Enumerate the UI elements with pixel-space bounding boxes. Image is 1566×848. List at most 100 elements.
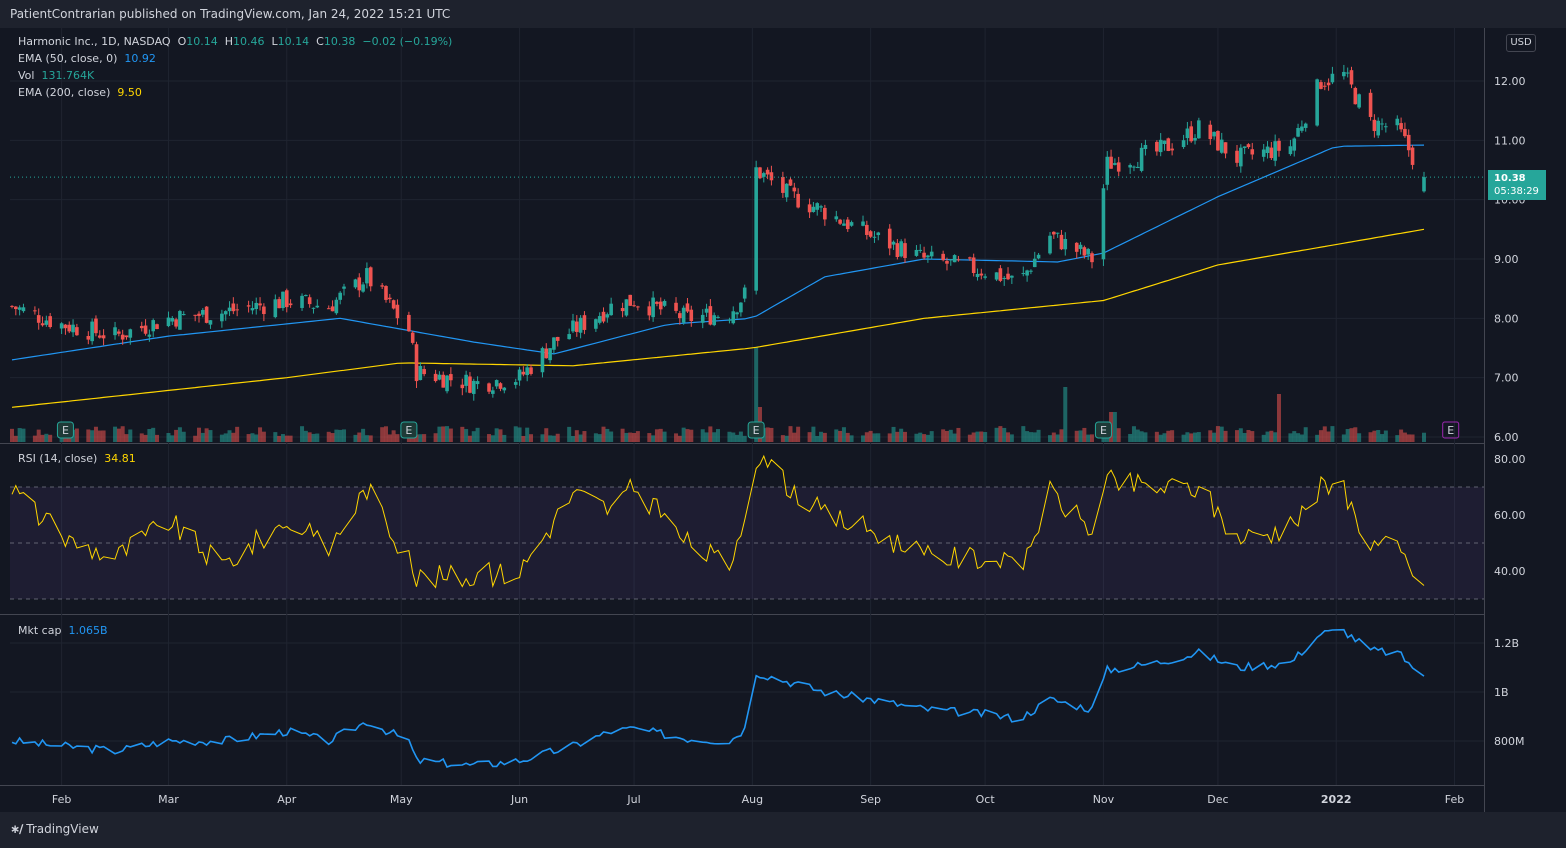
volume-bar [1345,429,1350,442]
volume-bar [944,430,949,442]
publish-bar: PatientContrarian published on TradingVi… [0,0,1566,28]
candle-body [288,303,293,306]
candle-body [655,301,659,304]
candle-body [1239,147,1243,167]
candle-body [742,287,747,299]
close-value: 10.38 [323,35,356,48]
candle-body [918,249,923,251]
volume-bar [1376,430,1381,442]
volume-bar [437,426,442,442]
volume-bar [487,434,492,442]
candle-body [647,306,652,316]
volume-bar [731,432,736,442]
volume-bar [1288,433,1293,442]
volume-bar [406,435,411,442]
volume-bar [86,429,91,442]
volume-bar [277,435,282,442]
candle-body [1212,131,1216,137]
candle-body [735,312,739,315]
ema50-legend[interactable]: EMA (50, close, 0) 10.92 [18,52,156,65]
earnings-marker-label: E [753,424,760,437]
mcap-tick-label: 1.2B [1494,637,1519,650]
ema200-legend[interactable]: EMA (200, close) 9.50 [18,86,142,99]
volume-bar [1143,432,1148,442]
candle-body [1273,141,1277,161]
candle-body [788,179,793,186]
candle-body [1410,147,1415,165]
volume-bar [448,428,453,442]
candle-body [922,252,926,258]
candle-body [128,329,133,338]
mcap-legend[interactable]: Mkt cap 1.065B [18,624,108,637]
volume-bar [807,432,812,442]
candle-body [97,335,102,338]
volume-bar [1086,434,1091,442]
candle-body [1250,149,1255,155]
earnings-marker [747,421,765,439]
candle-body [1380,123,1384,125]
rsi-legend[interactable]: RSI (14, close) 34.81 [18,452,136,465]
publish-text: PatientContrarian published on TradingVi… [10,7,451,21]
candle-body [834,216,839,220]
candle-body [517,369,522,381]
currency-button[interactable]: USD [1506,34,1536,52]
volume-bar [116,428,121,442]
candle-body [998,268,1003,281]
candle-body [166,317,171,327]
candle-body [361,284,365,292]
candle-body [487,383,491,392]
volume-bar [1048,435,1053,442]
candle-body [716,316,720,318]
mcap-line [11,628,1425,768]
time-tick-label: Feb [52,793,71,806]
time-tick-label: Sep [860,793,881,806]
open-value: 10.14 [186,35,218,48]
volume-bar [357,432,362,442]
candle-body [792,187,797,192]
volume-bar [605,428,610,442]
candle-body [464,374,468,386]
candle-body [1181,140,1186,148]
candle-body [975,273,980,278]
candle-body [326,308,331,310]
candle-body [223,311,228,315]
candle-body [193,314,197,316]
volume-bar [334,429,339,442]
candle-body [865,224,869,235]
volume-legend[interactable]: Vol 131.764K [18,69,94,82]
candle-body [1158,139,1163,153]
volume-bar [632,432,637,442]
candle-body [147,334,152,337]
candle-body [40,323,45,326]
candle-body [1002,277,1007,279]
footer-brand[interactable]: ∗∕ TradingView [10,822,99,836]
time-tick-label: May [390,793,413,806]
ema200-label: EMA (200, close) [18,86,111,99]
volume-bar [490,435,495,442]
close-label: C [316,35,324,48]
volume-bar [128,429,133,442]
volume-bar [1021,426,1026,442]
candle-body [1029,270,1033,272]
volume-bar [1135,429,1140,442]
candle-body [395,304,400,319]
candle-body [1063,238,1068,250]
candle-body [475,381,480,385]
candle-body [620,308,625,312]
volume-bar [922,434,927,442]
volume-bar [433,433,438,442]
candle-body [1086,248,1090,255]
candle-body [1292,138,1297,151]
candle-body [1135,166,1140,169]
volume-bar [864,432,869,442]
candle-body [59,323,64,329]
candle-body [1021,273,1026,275]
candle-body [94,318,98,334]
candle-body [48,316,52,328]
volume-bar [815,435,820,442]
volume-bar [395,434,400,442]
volume-bar [517,427,522,442]
candle-body [636,306,640,308]
candle-body [1078,244,1083,249]
